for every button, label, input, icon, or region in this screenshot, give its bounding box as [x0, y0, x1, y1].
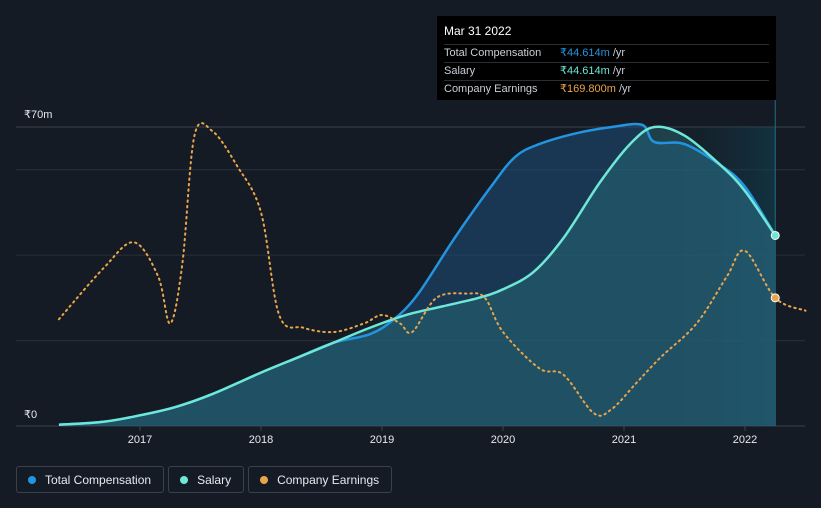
tooltip-row-unit: /yr [612, 47, 626, 59]
legend-item-total-compensation[interactable]: Total Compensation [16, 466, 165, 493]
y-axis-max-label: ₹70m [24, 109, 52, 121]
x-tick-label: 2022 [733, 434, 757, 446]
legend-item-company-earnings[interactable]: Company Earnings [248, 466, 393, 493]
tooltip-row-label: Salary [444, 65, 476, 77]
salary-marker [770, 230, 780, 240]
tooltip-date: Mar 31 2022 [444, 24, 512, 38]
x-tick-label: 2017 [128, 434, 152, 446]
tooltip-row-unit: /yr [618, 83, 632, 95]
tooltip-row-value: ₹44.614m [560, 65, 610, 77]
company-earnings-line [57, 122, 807, 417]
legend-label: Total Compensation [45, 472, 152, 487]
x-tick-label: 2020 [491, 434, 515, 446]
x-axis-ticks: 2017 2018 2019 2020 2021 2022 [128, 426, 757, 446]
x-tick-label: 2018 [249, 434, 273, 446]
legend-dot-icon [28, 475, 36, 484]
earnings-marker [770, 293, 780, 303]
tooltip-row-label: Total Compensation [444, 47, 542, 59]
x-tick-label: 2021 [612, 434, 636, 446]
y-axis-min-label: ₹0 [24, 409, 37, 421]
salary-area [58, 126, 776, 427]
x-tick-label: 2019 [370, 434, 394, 446]
tooltip-row-salary: Salary ₹44.614m /yr [444, 62, 769, 80]
tooltip-row-value: ₹44.614m [560, 47, 610, 59]
legend-dot-icon [260, 475, 269, 484]
legend-label: Salary [197, 472, 232, 487]
tooltip-row-label: Company Earnings [444, 83, 538, 95]
tooltip-row-unit: /yr [612, 65, 626, 77]
tooltip-row-earnings: Company Earnings ₹169.800m /yr [444, 80, 769, 98]
salary-line [58, 125, 777, 426]
tooltip-row-total: Total Compensation ₹44.614m /yr [444, 44, 769, 62]
total-compensation-area [58, 123, 776, 426]
tooltip-row-value: ₹169.800m [560, 83, 616, 95]
legend-label: Company Earnings [277, 472, 380, 487]
series-lines [57, 122, 807, 426]
series-markers [770, 230, 780, 303]
tooltip: Mar 31 2022 Total Compensation ₹44.614m … [437, 16, 776, 100]
series-areas [58, 123, 776, 427]
legend-dot-icon [180, 475, 189, 484]
legend: Total Compensation Salary Company Earnin… [16, 466, 393, 493]
legend-item-salary[interactable]: Salary [168, 466, 245, 493]
